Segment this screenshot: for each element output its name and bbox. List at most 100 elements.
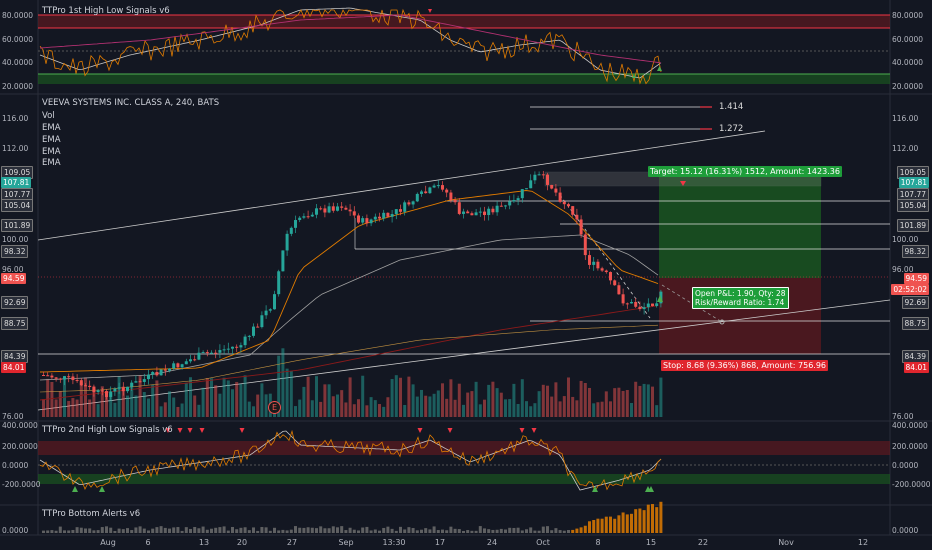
volume-bar (243, 375, 247, 417)
candle-body (600, 268, 604, 271)
indicator-vol[interactable]: Vol (42, 111, 55, 121)
volume-bar (575, 400, 579, 417)
volume-bar (340, 390, 344, 417)
alert-bar (646, 504, 650, 533)
volume-bar (184, 382, 188, 417)
volume-bar (613, 388, 617, 417)
volume-bar (302, 386, 306, 417)
candle-body (142, 379, 146, 382)
candle-body (415, 193, 419, 202)
stop-label[interactable]: Stop: 8.68 (9.36%) 868, Amount: 756.96 (661, 360, 829, 371)
indicator-ema-2[interactable]: EMA (42, 135, 61, 145)
candle-body (449, 192, 453, 201)
alert-bar (247, 530, 251, 533)
candle-body (411, 201, 415, 205)
alert-bar (554, 528, 558, 533)
volume-bar (109, 392, 113, 417)
candle-body (126, 386, 129, 392)
indicator-ema-4[interactable]: EMA (42, 158, 61, 168)
alert-bar (579, 527, 583, 533)
overbought-band (38, 15, 890, 28)
price-badge: 84.01 (1, 362, 27, 373)
volume-bar (638, 385, 642, 417)
volume-bar (348, 377, 352, 417)
volume-bar (579, 380, 583, 417)
sell-signal-icon (165, 428, 171, 433)
alert-bar (369, 530, 373, 533)
volume-bar (260, 383, 264, 417)
volume-bar (96, 404, 100, 417)
alert-bar (239, 527, 243, 533)
volume-bar (172, 397, 176, 417)
sell-signal-icon (428, 9, 432, 13)
buy-signal-icon (592, 486, 598, 492)
right-tick: 40.0000 (892, 58, 924, 67)
indicator-ema-1[interactable]: EMA (42, 123, 61, 133)
alert-bar (470, 530, 474, 533)
candle-body (642, 307, 646, 310)
candle-body (348, 209, 352, 212)
volume-bar (399, 377, 402, 417)
candle-body (428, 187, 432, 194)
time-label: 20 (236, 538, 248, 547)
indicator-ema-3[interactable]: EMA (42, 147, 61, 157)
pnl-box[interactable]: Open P&L: 1.90, Qty: 28 Risk/Reward Rati… (692, 287, 789, 309)
alert-bar (96, 530, 100, 533)
candle-body (508, 201, 512, 206)
candle-body (306, 216, 310, 218)
candle-body (218, 350, 222, 353)
earnings-marker-icon[interactable]: E (268, 401, 281, 414)
candle-body (588, 255, 591, 265)
candle-body (210, 352, 213, 354)
price-badge: 92.69 (901, 296, 929, 309)
candle-body (331, 206, 335, 211)
alert-bar (281, 529, 285, 533)
candle-body (445, 189, 449, 193)
lower-trendline[interactable] (37, 299, 891, 411)
price-badge: 98.32 (1, 245, 29, 258)
candle-body (537, 174, 541, 176)
candle-body (281, 250, 285, 272)
upper-trendline[interactable] (37, 130, 766, 241)
volume-bar (625, 390, 629, 417)
candle-body (516, 198, 520, 201)
sell-signal-icon (417, 428, 423, 433)
second-pane-title: TTPro 2nd High Low Signals v6 (42, 425, 173, 435)
alert-bar (462, 530, 465, 533)
candle-body (336, 206, 339, 211)
target-zone[interactable] (659, 172, 821, 278)
candle-body (54, 377, 58, 379)
projection-line[interactable] (559, 194, 651, 319)
alert-bar (508, 527, 512, 533)
alert-bar (445, 530, 449, 533)
alert-bar (449, 526, 453, 533)
volume-bar (646, 384, 650, 417)
alert-bar (277, 530, 281, 533)
volume-bar (520, 379, 524, 417)
volume-bar (357, 399, 360, 417)
volume-bar (558, 401, 562, 417)
volume-bar (138, 375, 142, 417)
volume-bar (499, 392, 503, 417)
price-badge: 84.01 (903, 362, 929, 373)
oscillator-line (39, 429, 662, 493)
volume-bar (155, 380, 159, 417)
volume-bar (180, 403, 184, 417)
candle-body (256, 326, 260, 328)
left-tick: 0.0000 (2, 461, 29, 470)
candle-body (403, 202, 407, 212)
candle-body (571, 206, 575, 215)
target-label[interactable]: Target: 15.12 (16.31%) 1512, Amount: 142… (648, 166, 842, 177)
volume-bar (634, 381, 638, 417)
volume-bar (537, 391, 541, 417)
candle-body (273, 294, 276, 310)
candle-body (579, 219, 583, 235)
alert-bar (424, 528, 428, 533)
candle-body (189, 359, 192, 362)
candle-body (352, 211, 356, 216)
candle-body (260, 315, 264, 328)
price-candles[interactable] (42, 170, 663, 400)
volume-bar (365, 405, 369, 417)
